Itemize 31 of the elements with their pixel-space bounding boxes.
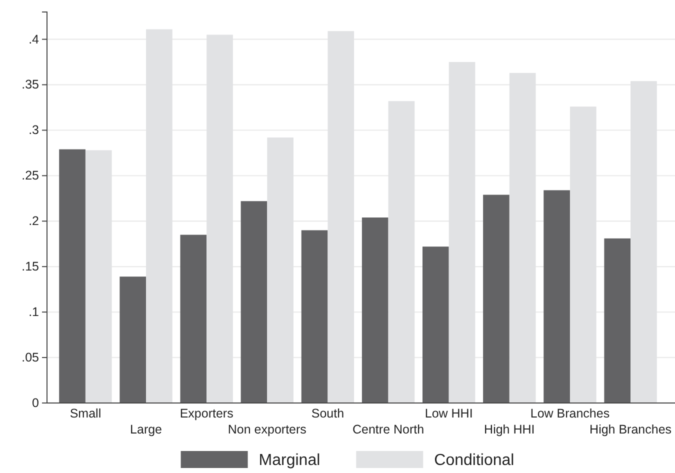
y-tick-label: .15 xyxy=(22,260,40,274)
y-tick-label: .35 xyxy=(22,78,40,92)
y-tick-label: .05 xyxy=(22,350,40,365)
y-tick-label: .25 xyxy=(22,168,40,183)
legend-label: Marginal xyxy=(258,452,320,469)
bar xyxy=(59,149,86,403)
bar xyxy=(422,246,449,403)
bar xyxy=(180,234,207,403)
x-tick-label: Low HHI xyxy=(424,406,473,420)
y-tick-label: .4 xyxy=(28,32,40,46)
x-tick-label: Exporters xyxy=(180,406,234,420)
bar xyxy=(604,238,631,403)
x-tick-label: Centre North xyxy=(352,422,424,436)
bar xyxy=(240,201,268,403)
x-tick-label: High Branches xyxy=(590,422,672,436)
y-tick-label: .3 xyxy=(28,123,40,138)
legend-label: Conditional xyxy=(434,452,514,469)
y-tick-label: .1 xyxy=(28,305,40,320)
bar xyxy=(362,218,388,403)
x-tick-label: South xyxy=(311,406,344,420)
bar xyxy=(544,190,570,403)
x-tick-label: Large xyxy=(130,422,162,436)
y-tick-label: .2 xyxy=(28,214,40,228)
x-tick-label: High HHI xyxy=(484,422,535,436)
bar xyxy=(483,194,510,403)
x-tick-label: Small xyxy=(70,406,102,420)
x-tick-label: Low Branches xyxy=(530,406,610,420)
bar xyxy=(120,276,146,403)
y-tick-label: 0 xyxy=(32,396,40,410)
bar xyxy=(301,230,328,403)
x-tick-label: Non exporters xyxy=(228,422,306,436)
